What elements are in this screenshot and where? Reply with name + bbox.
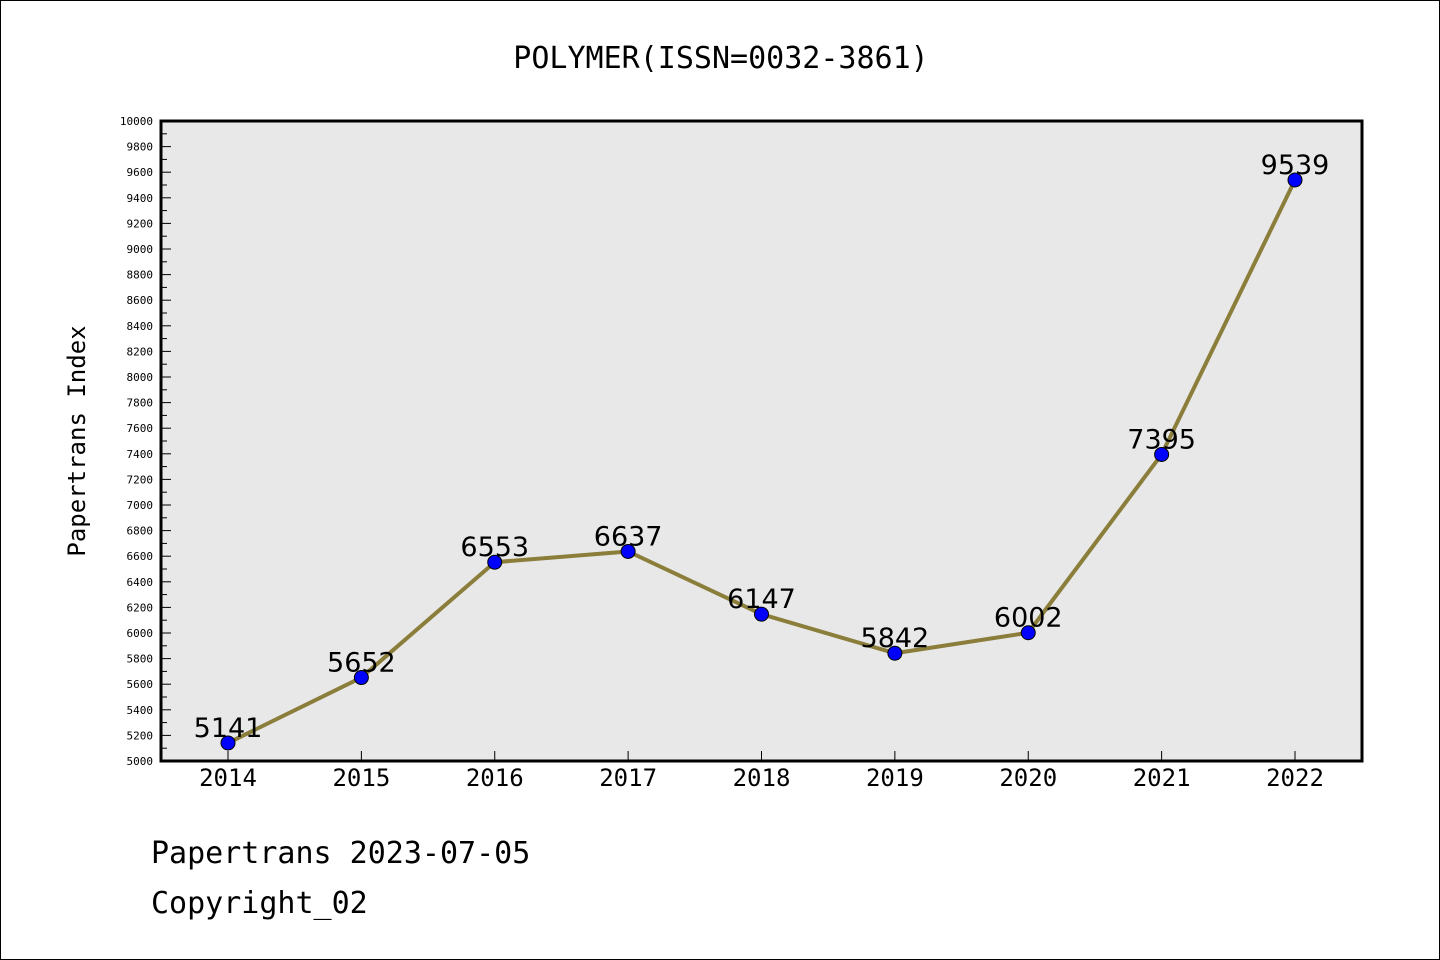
- y-tick-label: 5200: [127, 729, 154, 742]
- data-point: [1287, 172, 1303, 188]
- y-tick-label: 5600: [127, 678, 154, 691]
- y-tick-label: 6000: [127, 627, 154, 640]
- chart-title: POLYMER(ISSN=0032-3861): [513, 41, 928, 76]
- data-label: 5842: [861, 623, 930, 654]
- y-tick-label: 8200: [127, 345, 154, 358]
- data-label: 6637: [594, 521, 663, 552]
- y-tick-label: 8000: [127, 371, 154, 384]
- x-tick-label: 2014: [199, 764, 257, 792]
- y-tick-label: 6600: [127, 550, 154, 563]
- y-tick-label: 6400: [127, 576, 154, 589]
- data-label: 9539: [1261, 150, 1330, 181]
- y-tick-label: 10000: [120, 115, 153, 128]
- y-tick-label: 8400: [127, 320, 154, 333]
- y-tick-label: 7600: [127, 422, 154, 435]
- y-tick-label: 9400: [127, 192, 154, 205]
- data-label: 6147: [727, 584, 796, 615]
- y-tick-label: 9200: [127, 217, 154, 230]
- data-point: [220, 735, 236, 751]
- footer-copyright: Copyright_02: [151, 886, 368, 921]
- y-tick-label: 9800: [127, 141, 154, 154]
- y-tick-label: 8600: [127, 294, 154, 307]
- x-tick-label: 2022: [1266, 764, 1324, 792]
- y-tick-label: 9600: [127, 166, 154, 179]
- data-point: [754, 606, 769, 622]
- x-tick-label: 2015: [332, 764, 390, 792]
- y-axis-label: Papertrans Index: [63, 325, 91, 556]
- y-tick-label: 9000: [127, 243, 154, 256]
- data-label: 6553: [460, 532, 529, 563]
- data-point: [487, 554, 503, 570]
- x-tick-label: 2018: [733, 764, 791, 792]
- x-tick-label: 2021: [1133, 764, 1191, 792]
- data-label: 5652: [327, 648, 396, 679]
- x-tick-label: 2020: [999, 764, 1057, 792]
- data-point: [1020, 625, 1036, 641]
- x-tick-label: 2017: [599, 764, 657, 792]
- y-tick-label: 7200: [127, 473, 154, 486]
- plot-frame: [159, 119, 1364, 763]
- data-label: 7395: [1127, 424, 1196, 455]
- y-tick-label: 6800: [127, 525, 154, 538]
- data-point: [353, 670, 369, 686]
- y-tick-label: 7800: [127, 397, 154, 410]
- data-point: [620, 543, 636, 559]
- y-tick-label: 7400: [127, 448, 154, 461]
- x-tick-label: 2016: [466, 764, 524, 792]
- y-tick-label: 5800: [127, 653, 154, 666]
- data-point: [887, 645, 903, 661]
- data-label: 6002: [994, 603, 1063, 634]
- y-tick-label: 5400: [127, 704, 154, 717]
- data-label: 5141: [194, 713, 263, 744]
- data-point: [1154, 446, 1170, 462]
- y-tick-label: 6200: [127, 601, 154, 614]
- y-tick-label: 8800: [127, 269, 154, 282]
- x-tick-label: 2019: [866, 764, 924, 792]
- y-tick-label: 7000: [127, 499, 154, 512]
- y-tick-label: 5000: [127, 755, 154, 768]
- plot-area: [161, 121, 1362, 761]
- footer-date: Papertrans 2023-07-05: [151, 836, 531, 871]
